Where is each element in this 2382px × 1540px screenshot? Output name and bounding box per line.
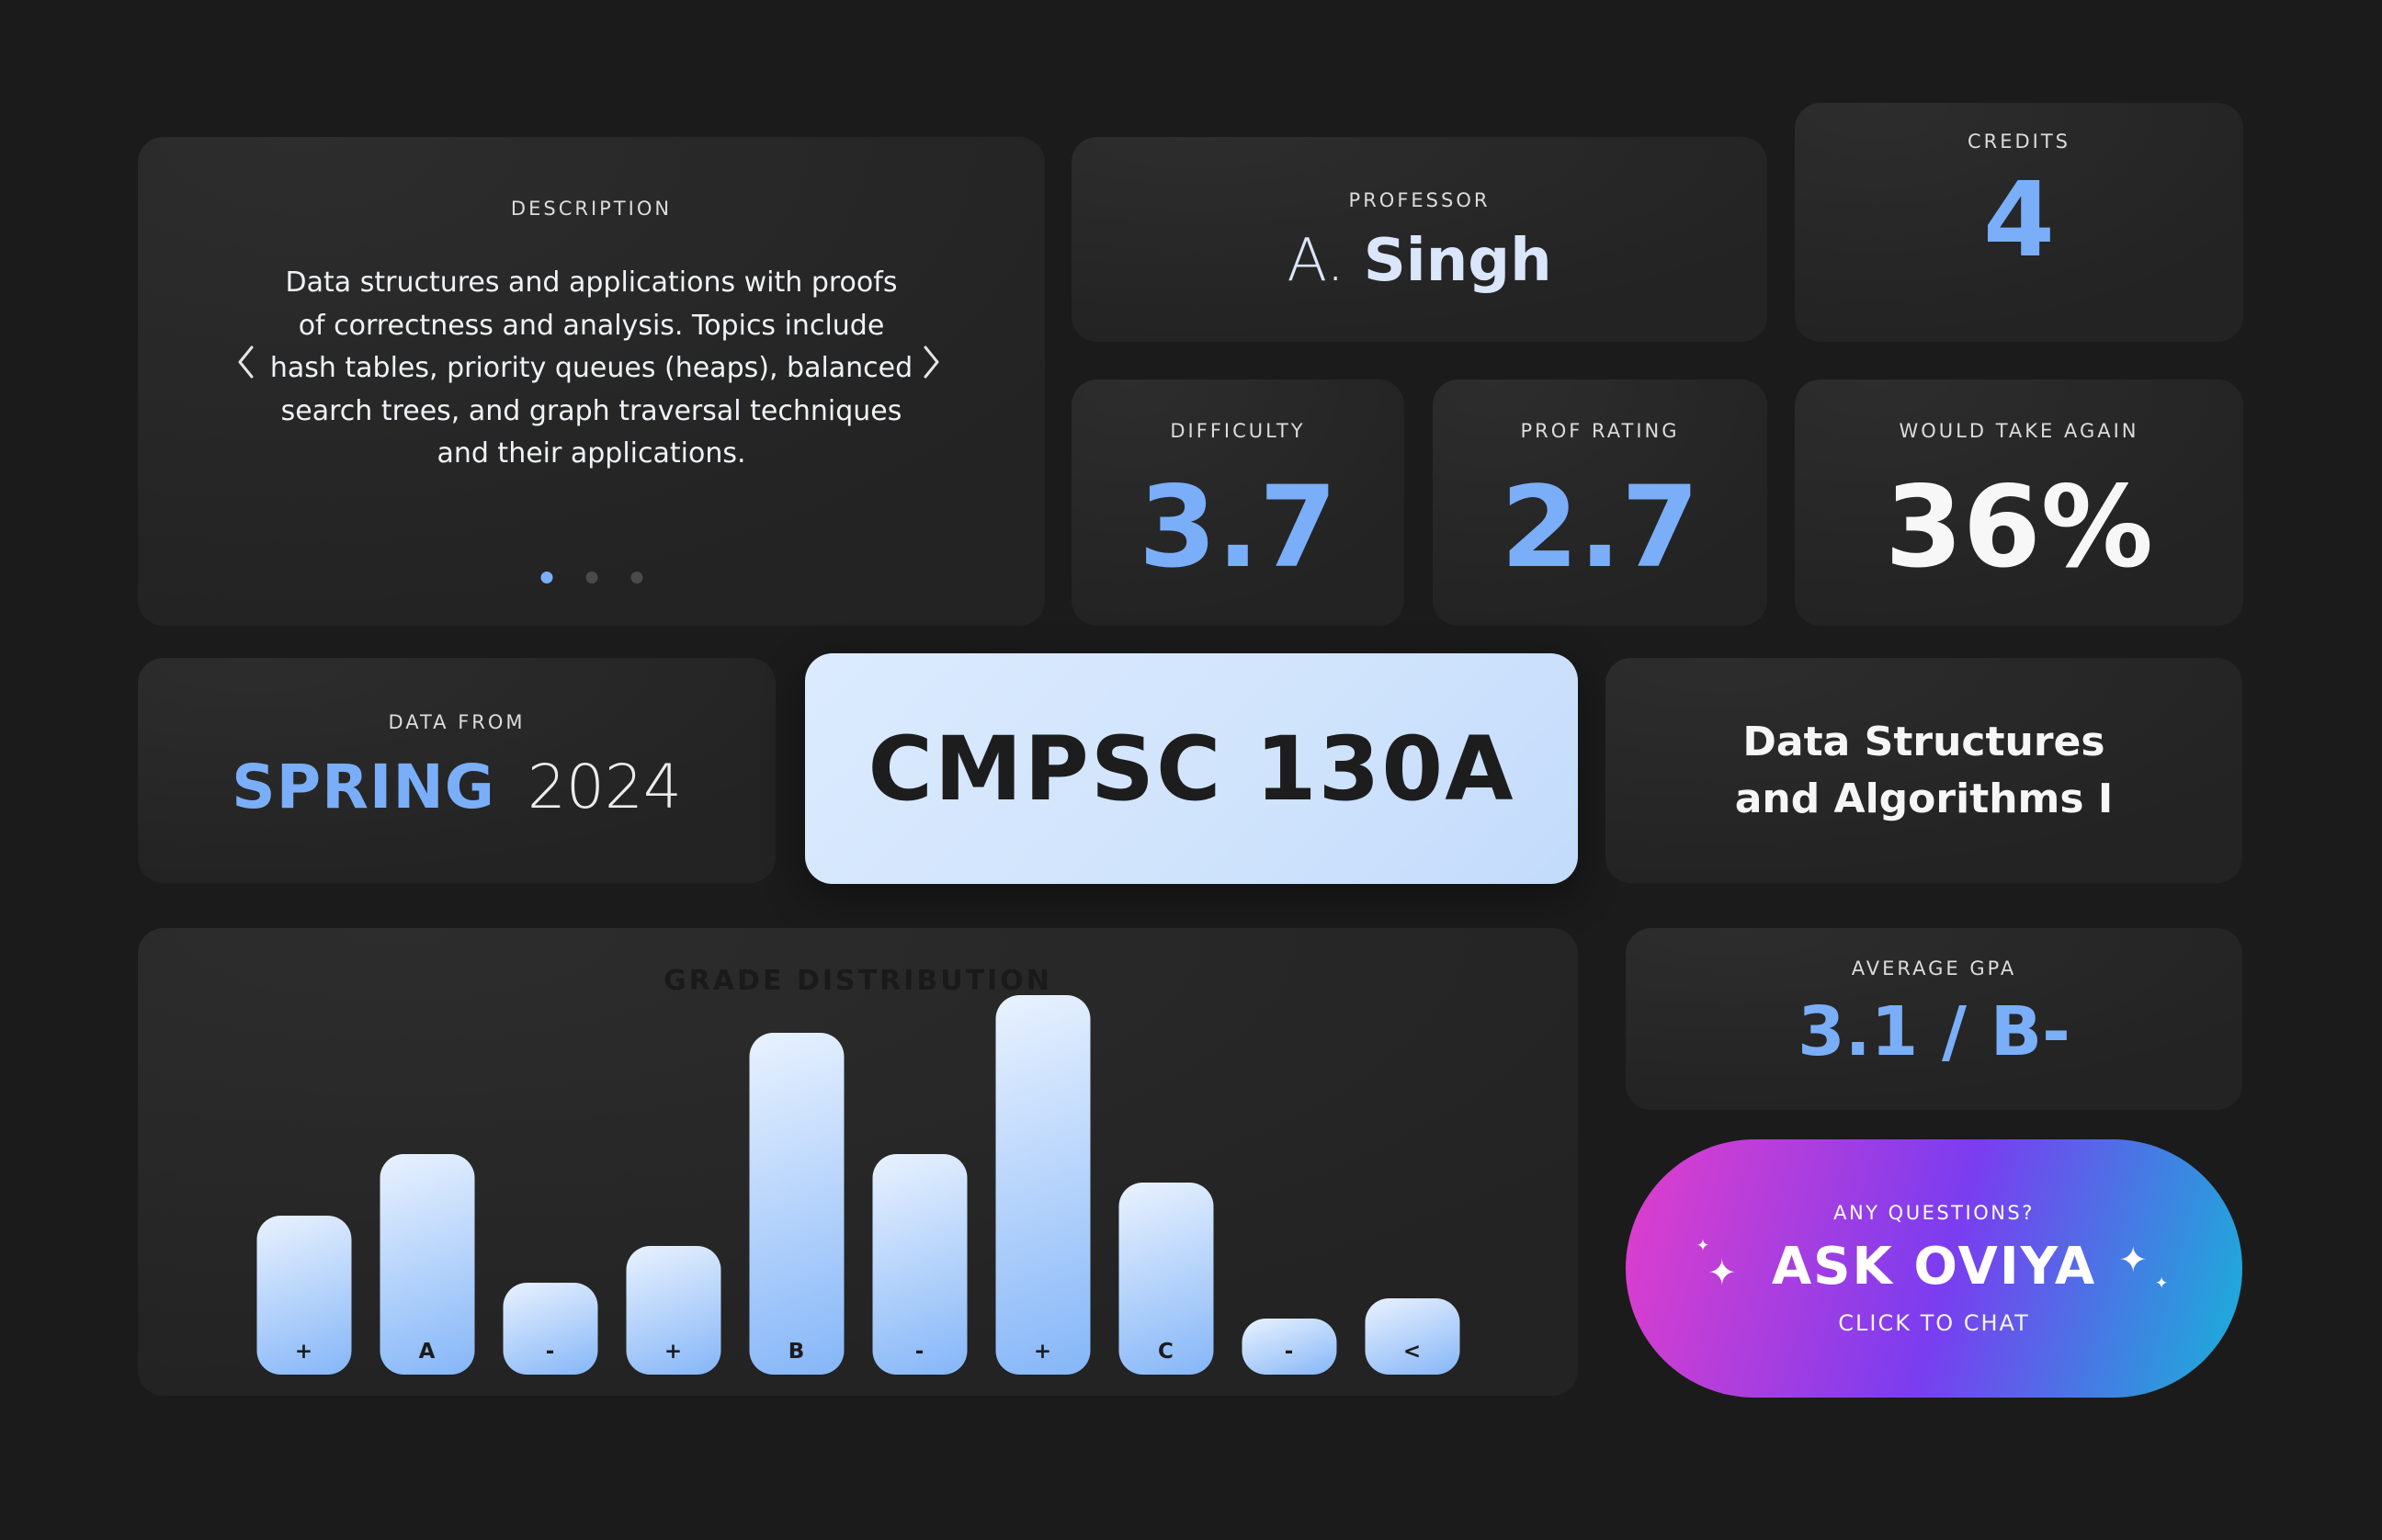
grade-distribution-title: GRADE DISTRIBUTION bbox=[664, 965, 1052, 997]
course-name-card: Data Structures and Algorithms I bbox=[1605, 658, 2242, 883]
credits-label: CREDITS bbox=[1967, 130, 2071, 153]
grade-distribution-card: GRADE DISTRIBUTION + A - + B - + C - < bbox=[138, 928, 1578, 1396]
grade-bars: + A - + B - + C - < bbox=[256, 995, 1459, 1375]
grade-bar-5: - bbox=[872, 1154, 967, 1375]
course-code: CMPSC 130A bbox=[868, 717, 1515, 821]
year-value: 2024 bbox=[527, 752, 682, 822]
data-from-card: DATA FROM SPRING 2024 bbox=[138, 658, 776, 883]
grade-bar-4: B bbox=[749, 1032, 844, 1375]
carousel-prev-button[interactable] bbox=[233, 344, 257, 380]
ask-cta-text: ASK OVIYA bbox=[1771, 1236, 2097, 1297]
grade-bar-label: - bbox=[1284, 1340, 1294, 1364]
grade-bar-label: + bbox=[1033, 1340, 1052, 1364]
would-take-again-label: WOULD TAKE AGAIN bbox=[1899, 420, 2139, 442]
prof-rating-value: 2.7 bbox=[1500, 462, 1700, 593]
chevron-left-icon bbox=[238, 345, 254, 379]
description-card: DESCRIPTION Data structures and applicat… bbox=[138, 137, 1045, 626]
average-gpa-card: AVERAGE GPA 3.1 / B- bbox=[1626, 928, 2242, 1110]
difficulty-card: DIFFICULTY 3.7 bbox=[1072, 379, 1404, 626]
carousel-dot-1[interactable] bbox=[585, 572, 597, 583]
professor-label: PROFESSOR bbox=[1348, 188, 1491, 211]
difficulty-label: DIFFICULTY bbox=[1170, 420, 1306, 442]
grade-bar-label: A bbox=[418, 1340, 436, 1364]
term-value: SPRING bbox=[232, 752, 495, 822]
professor-surname: Singh bbox=[1363, 226, 1552, 295]
sparkle-icon: ✦ ✦ bbox=[2118, 1239, 2169, 1293]
grade-bar-label: - bbox=[914, 1340, 924, 1364]
grade-bar-9: < bbox=[1365, 1297, 1459, 1375]
would-take-again-card: WOULD TAKE AGAIN 36% bbox=[1795, 379, 2243, 626]
grade-bar-label: - bbox=[545, 1340, 555, 1364]
ask-question-text: ANY QUESTIONS? bbox=[1833, 1201, 2035, 1224]
credits-card: CREDITS 4 bbox=[1795, 103, 2243, 342]
carousel-dots bbox=[540, 572, 642, 583]
grade-bar-label: < bbox=[1402, 1340, 1422, 1364]
click-to-chat-text: CLICK TO CHAT bbox=[1838, 1309, 2030, 1336]
difficulty-value: 3.7 bbox=[1138, 462, 1338, 593]
grade-bar-3: + bbox=[626, 1245, 720, 1375]
ask-cta-row: ✦ ✦ ASK OVIYA ✦ ✦ bbox=[1696, 1236, 2169, 1297]
grade-bar-8: - bbox=[1242, 1318, 1336, 1375]
grade-bar-0: + bbox=[256, 1215, 351, 1375]
grade-bar-label: + bbox=[664, 1340, 683, 1364]
grade-bar-7: C bbox=[1118, 1182, 1213, 1375]
grade-bar-label: C bbox=[1158, 1340, 1174, 1364]
grade-bar-2: - bbox=[503, 1283, 597, 1375]
credits-value: 4 bbox=[1983, 161, 2055, 280]
description-text: Data structures and applications with pr… bbox=[269, 266, 913, 470]
professor-card: PROFESSOR A. Singh bbox=[1072, 137, 1767, 342]
carousel-dot-2[interactable] bbox=[630, 572, 642, 583]
grade-bar-label: + bbox=[294, 1340, 313, 1364]
ask-oviya-button[interactable]: ANY QUESTIONS? ✦ ✦ ASK OVIYA ✦ ✦ CLICK T… bbox=[1626, 1139, 2242, 1398]
professor-name: A. Singh bbox=[1287, 232, 1551, 290]
prof-rating-card: PROF RATING 2.7 bbox=[1433, 379, 1767, 626]
average-gpa-label: AVERAGE GPA bbox=[1851, 957, 2017, 979]
would-take-again-value: 36% bbox=[1884, 462, 2153, 593]
average-gpa-value: 3.1 / B- bbox=[1798, 992, 2070, 1071]
chevron-right-icon bbox=[924, 345, 939, 379]
grade-bar-label: B bbox=[788, 1340, 805, 1364]
term-line: SPRING 2024 bbox=[232, 757, 682, 818]
prof-rating-label: PROF RATING bbox=[1520, 420, 1680, 442]
data-from-label: DATA FROM bbox=[388, 711, 526, 733]
grade-bar-1: A bbox=[380, 1154, 474, 1375]
carousel-next-button[interactable] bbox=[920, 344, 944, 380]
course-code-chip: CMPSC 130A bbox=[805, 653, 1578, 884]
description-label: DESCRIPTION bbox=[510, 198, 673, 220]
sparkle-icon: ✦ ✦ bbox=[1696, 1236, 1737, 1293]
professor-prefix: A. bbox=[1287, 226, 1345, 295]
course-name: Data Structures and Algorithms I bbox=[1734, 718, 2114, 822]
grade-bar-6: + bbox=[995, 995, 1090, 1375]
carousel-dot-0[interactable] bbox=[540, 572, 552, 583]
